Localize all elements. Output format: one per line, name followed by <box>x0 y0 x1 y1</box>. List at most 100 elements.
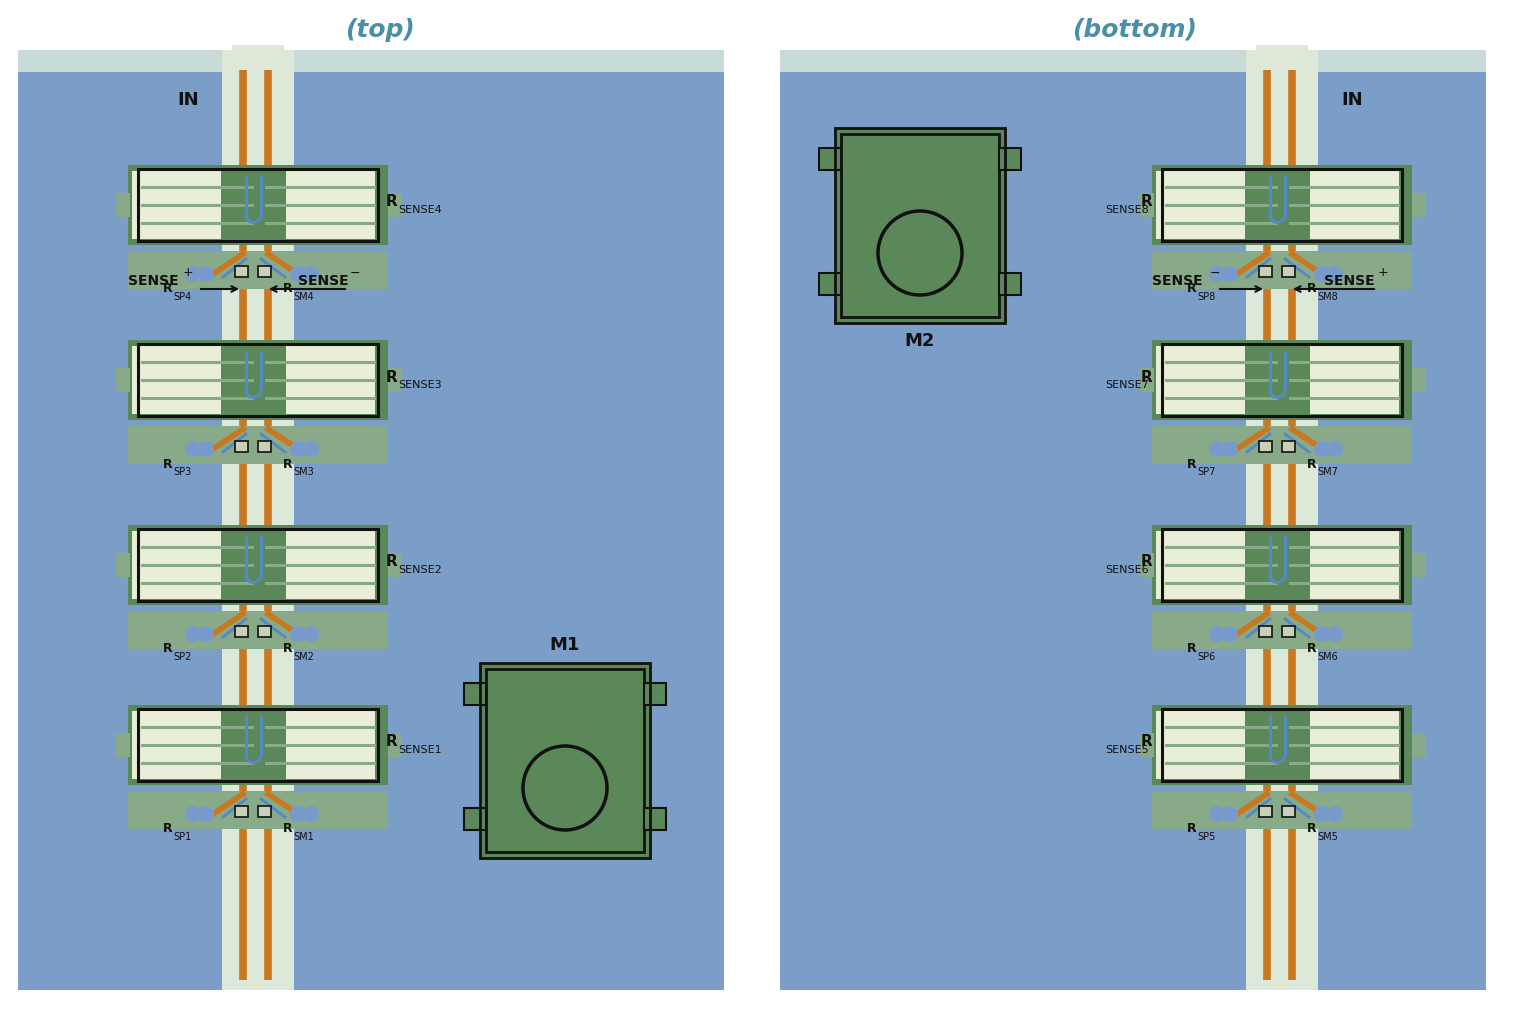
Bar <box>1310 711 1399 779</box>
Text: SENSE3: SENSE3 <box>397 380 441 390</box>
Text: R: R <box>387 735 397 749</box>
Text: SP3: SP3 <box>174 467 192 477</box>
Bar <box>1161 344 1402 416</box>
Text: SP2: SP2 <box>174 652 192 662</box>
Bar <box>1152 791 1412 829</box>
Bar <box>464 808 486 830</box>
Circle shape <box>1327 441 1342 457</box>
Bar <box>1282 266 1295 277</box>
Text: R: R <box>163 643 172 656</box>
Bar <box>1259 266 1272 277</box>
Text: R: R <box>163 283 172 295</box>
Bar <box>259 266 271 277</box>
Circle shape <box>303 806 320 822</box>
Text: R: R <box>1307 283 1317 295</box>
Text: SENSE2: SENSE2 <box>397 565 441 575</box>
Bar <box>1152 340 1412 420</box>
Text: +: + <box>183 266 193 280</box>
Bar <box>286 711 374 779</box>
Text: R: R <box>283 457 292 470</box>
Bar <box>1310 531 1399 599</box>
Bar <box>1152 525 1412 605</box>
Text: R: R <box>163 457 172 470</box>
Bar <box>222 50 294 990</box>
Circle shape <box>186 806 201 822</box>
Bar <box>998 148 1021 170</box>
Bar <box>1152 165 1412 245</box>
Bar <box>1259 626 1272 637</box>
Bar <box>1282 806 1295 817</box>
Text: SP7: SP7 <box>1196 467 1216 477</box>
Circle shape <box>1222 441 1237 457</box>
Text: SP6: SP6 <box>1196 652 1215 662</box>
Text: SENSE: SENSE <box>1324 274 1374 288</box>
Bar <box>1157 531 1245 599</box>
Circle shape <box>291 626 306 642</box>
Circle shape <box>198 806 215 822</box>
Bar <box>132 531 221 599</box>
Bar <box>139 529 377 601</box>
Bar <box>836 128 1005 323</box>
Text: (top): (top) <box>345 18 416 42</box>
Bar <box>231 45 285 75</box>
Circle shape <box>1208 626 1225 642</box>
Bar <box>234 626 248 637</box>
Circle shape <box>291 806 306 822</box>
Bar <box>486 669 644 852</box>
Circle shape <box>198 266 215 282</box>
Bar <box>1152 426 1412 464</box>
Circle shape <box>1222 266 1237 282</box>
Bar <box>1140 733 1154 757</box>
Bar <box>132 171 221 239</box>
Text: SENSE5: SENSE5 <box>1105 745 1149 755</box>
Bar <box>1310 346 1399 414</box>
Bar <box>259 441 271 452</box>
Bar <box>1282 626 1295 637</box>
Circle shape <box>1327 266 1342 282</box>
Circle shape <box>291 266 306 282</box>
Text: SENSE1: SENSE1 <box>397 745 441 755</box>
Bar <box>779 50 1485 72</box>
Bar <box>128 251 388 289</box>
Text: SP1: SP1 <box>174 832 192 842</box>
Bar <box>116 554 129 577</box>
Text: SP5: SP5 <box>1196 832 1216 842</box>
Text: R: R <box>387 195 397 209</box>
Circle shape <box>1208 806 1225 822</box>
Bar <box>234 266 248 277</box>
Bar <box>644 683 667 705</box>
Bar <box>259 626 271 637</box>
Bar <box>128 340 388 420</box>
Text: R: R <box>1307 457 1317 470</box>
Text: SENSE: SENSE <box>128 274 178 288</box>
Text: SM5: SM5 <box>1317 832 1338 842</box>
Text: R: R <box>1140 195 1152 209</box>
Circle shape <box>303 266 320 282</box>
Text: R: R <box>1307 822 1317 835</box>
Text: R: R <box>1187 457 1196 470</box>
Text: R: R <box>387 555 397 570</box>
Circle shape <box>1313 266 1330 282</box>
Text: +: + <box>1377 266 1388 280</box>
Circle shape <box>1222 626 1237 642</box>
Bar <box>128 165 388 245</box>
Circle shape <box>198 626 215 642</box>
Circle shape <box>1327 626 1342 642</box>
Bar <box>234 806 248 817</box>
Text: R: R <box>1187 822 1196 835</box>
Text: R: R <box>1187 283 1196 295</box>
Bar <box>128 426 388 464</box>
Text: SM8: SM8 <box>1317 292 1338 302</box>
Text: R: R <box>283 822 292 835</box>
Text: R: R <box>1307 643 1317 656</box>
Text: SENSE: SENSE <box>298 274 349 288</box>
Bar <box>1157 711 1245 779</box>
Bar <box>479 663 650 858</box>
Text: SM7: SM7 <box>1317 467 1338 477</box>
Circle shape <box>1313 441 1330 457</box>
Text: R: R <box>1187 643 1196 656</box>
Bar <box>1310 171 1399 239</box>
Bar <box>836 128 1005 323</box>
Circle shape <box>1222 806 1237 822</box>
Bar <box>128 791 388 829</box>
